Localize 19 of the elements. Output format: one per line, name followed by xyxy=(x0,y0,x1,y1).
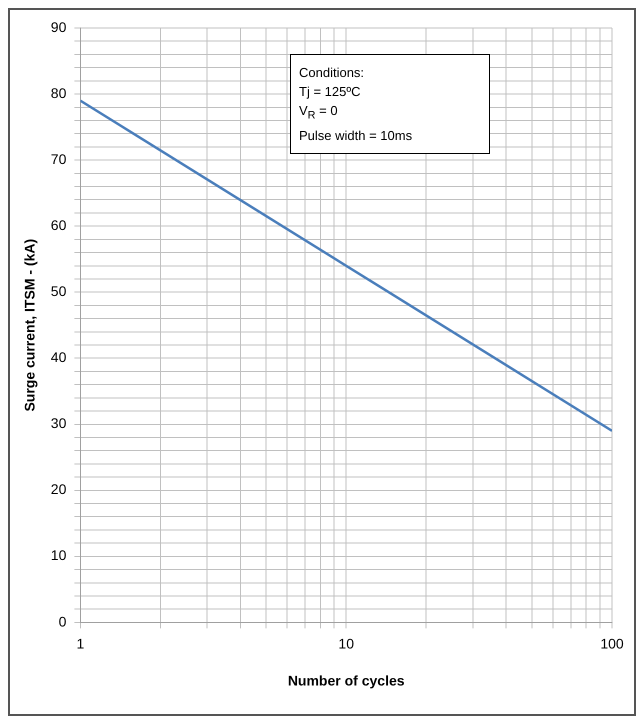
y-tick-label: 30 xyxy=(50,415,67,432)
annotation: Conditions: xyxy=(299,64,366,82)
y-tick-label: 80 xyxy=(50,84,67,101)
y-tick-label: 10 xyxy=(50,547,67,564)
y-tick-label: 0 xyxy=(58,613,67,630)
y-axis-title: Surge current, ITSM - (kA) xyxy=(21,238,38,412)
y-tick-label: 50 xyxy=(50,283,67,300)
x-tick-label: 1 xyxy=(76,636,84,652)
y-tick-label: 70 xyxy=(50,150,67,167)
y-tick-label: 60 xyxy=(50,216,67,233)
x-axis-title: Number of cycles xyxy=(288,672,405,688)
annotation: Pulse width = 10ms xyxy=(299,126,414,145)
y-tick-label: 20 xyxy=(50,481,67,498)
annotation: Tj = 125ºC xyxy=(299,83,362,101)
x-tick-label: 100 xyxy=(600,636,624,652)
annotation: V$_{R}$ = 0 xyxy=(299,102,339,124)
y-tick-label: 90 xyxy=(50,18,67,35)
y-tick-label: 40 xyxy=(50,349,67,366)
x-tick-label: 10 xyxy=(338,636,354,652)
